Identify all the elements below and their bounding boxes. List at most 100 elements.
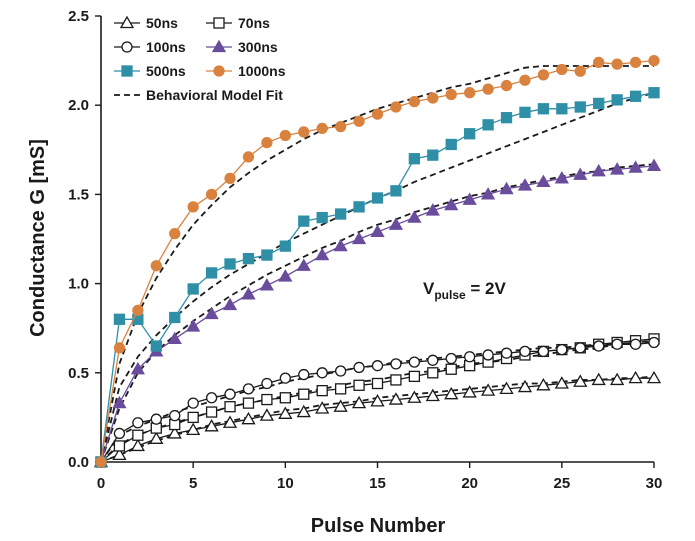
data-point (573, 374, 588, 387)
data-point (298, 368, 310, 381)
fit-curve (100, 163, 655, 463)
data-point (224, 388, 236, 400)
data-point (132, 429, 144, 441)
data-point (279, 129, 291, 142)
series-line (100, 165, 655, 463)
data-point (407, 210, 422, 223)
data-point (574, 65, 586, 77)
data-point (408, 356, 421, 368)
data-point (113, 342, 126, 354)
data-point (261, 393, 273, 406)
data-point (427, 367, 439, 379)
data-point (629, 338, 642, 350)
data-point (536, 174, 551, 188)
data-point (519, 106, 531, 118)
data-point (204, 306, 219, 320)
data-point (648, 87, 660, 99)
data-point (167, 331, 182, 345)
data-point (425, 388, 440, 402)
data-point (113, 313, 126, 325)
y-tick-label: 0.5 (68, 365, 89, 382)
data-point (261, 137, 273, 149)
legend-label: 300ns (238, 39, 278, 55)
legend: 50ns 70ns 100ns 300ns 500ns 1000ns Behavioral … (114, 15, 286, 103)
legend-label: 500ns (146, 63, 186, 79)
vpulse-value: = 2V (466, 279, 507, 298)
legend-item: 500ns (114, 63, 186, 79)
data-point (298, 126, 310, 138)
data-point (187, 397, 199, 409)
data-point (334, 120, 347, 133)
data-point (187, 411, 199, 424)
data-point (95, 456, 107, 468)
data-point (462, 385, 477, 398)
data-point (556, 103, 568, 115)
data-point (464, 351, 476, 363)
data-point (316, 367, 328, 379)
y-tick-label: 2.0 (68, 97, 89, 114)
data-point (390, 358, 402, 370)
data-point (480, 383, 496, 396)
data-point (113, 440, 126, 452)
vpulse-main: V (423, 279, 435, 298)
data-point (408, 153, 421, 165)
data-point (112, 395, 127, 409)
data-point (150, 413, 162, 425)
data-point (241, 411, 256, 425)
data-point (261, 377, 273, 390)
data-point (536, 377, 551, 391)
data-point (371, 360, 384, 372)
series-300ns (93, 158, 662, 468)
data-point (390, 101, 402, 113)
data-point (388, 217, 404, 230)
data-point (648, 336, 660, 349)
data-point (445, 363, 457, 375)
vpulse-annotation: Vpulse = 2V (423, 279, 507, 302)
data-point (517, 379, 533, 393)
data-point (334, 383, 347, 395)
legend-marker (213, 65, 225, 77)
data-point (224, 258, 236, 270)
data-point (169, 227, 181, 240)
data-point (482, 119, 494, 131)
data-point (333, 399, 348, 412)
data-point (242, 252, 255, 265)
data-point (390, 374, 402, 386)
data-point (316, 384, 328, 397)
data-point (554, 171, 569, 184)
data-point (222, 297, 238, 311)
data-point (241, 286, 256, 300)
data-point (261, 249, 273, 261)
data-point (298, 215, 310, 227)
y-tick-label: 1.0 (68, 276, 89, 293)
data-point (482, 83, 494, 95)
data-point (464, 87, 476, 99)
data-point (408, 95, 421, 108)
data-point (371, 192, 384, 204)
legend-marker (121, 65, 133, 77)
data-point (112, 447, 127, 461)
data-point (298, 388, 310, 400)
data-point (353, 379, 365, 391)
data-point (351, 395, 367, 409)
data-point (646, 370, 662, 384)
data-point (537, 345, 550, 358)
data-point (296, 258, 311, 271)
legend-marker (119, 15, 135, 29)
data-point (187, 201, 199, 213)
data-point (464, 128, 476, 140)
axes (95, 15, 655, 468)
data-point (537, 103, 550, 115)
data-series (93, 54, 662, 468)
tick-labels: 0 5 10 15 20 25 30 0.0 0.5 1.0 1.5 2.0 2.5 (68, 8, 662, 492)
x-tick-label: 15 (369, 475, 386, 492)
data-point (169, 409, 181, 422)
legend-label: 1000ns (238, 63, 286, 79)
data-point (187, 283, 199, 295)
vpulse-subscript: pulse (434, 288, 466, 302)
data-point (517, 178, 533, 191)
legend-label: 50ns (146, 15, 178, 31)
legend-item: 1000ns (206, 63, 286, 79)
y-axis-title: Conductance G [mS] (27, 139, 49, 337)
